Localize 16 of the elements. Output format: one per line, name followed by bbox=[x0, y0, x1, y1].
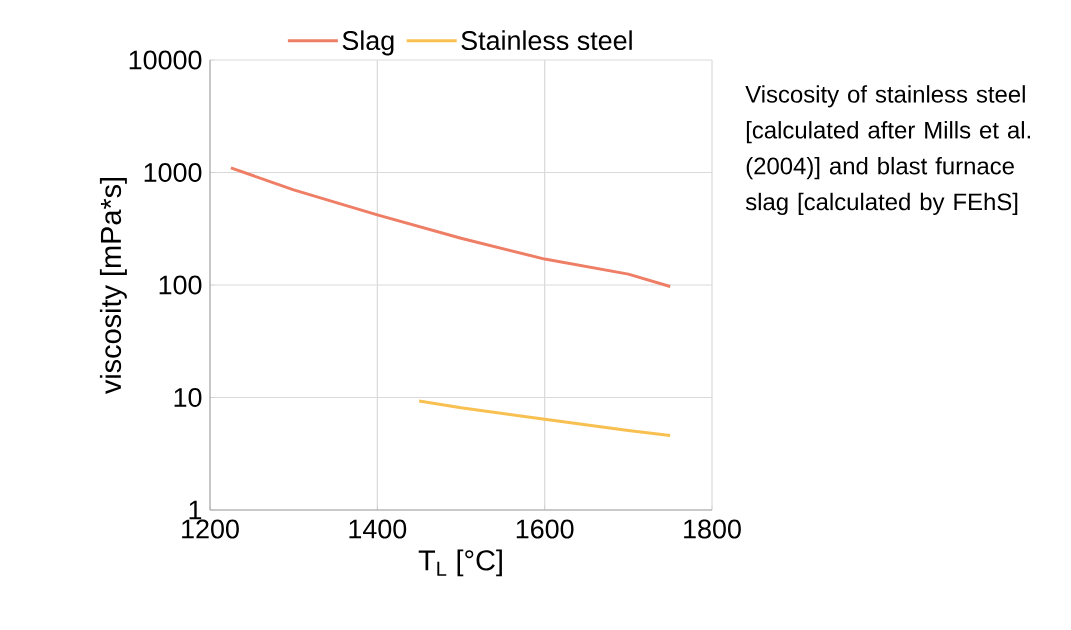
text: Viscosity of stainless steel [calculated after Mills et al. (2004)] and blast furnace slag [calculated by FEhS] bbox=[745, 85, 1031, 216]
y-tick-label: 1 bbox=[189, 500, 202, 520]
x-axis-title: T$_{L}$ [°C] bbox=[418, 549, 502, 577]
x-tick-label: 1400 bbox=[349, 519, 407, 539]
legend-label: Slag bbox=[342, 30, 394, 56]
legend-label: Stainless steel bbox=[461, 30, 632, 51]
x-tick-label: 1200 bbox=[182, 519, 239, 539]
y-tick-label: 10 bbox=[174, 387, 202, 408]
y-tick-label: 1000 bbox=[144, 162, 202, 183]
x-tick-label: 1800 bbox=[684, 519, 741, 539]
y-tick-label: 100 bbox=[159, 275, 202, 295]
line-series bbox=[229, 166, 672, 288]
line-series bbox=[417, 399, 672, 437]
y-axis-title: viscosity [mPa*s] bbox=[99, 177, 127, 395]
x-tick-label: 1600 bbox=[516, 519, 574, 539]
y-tick-label: 10000 bbox=[129, 50, 202, 70]
